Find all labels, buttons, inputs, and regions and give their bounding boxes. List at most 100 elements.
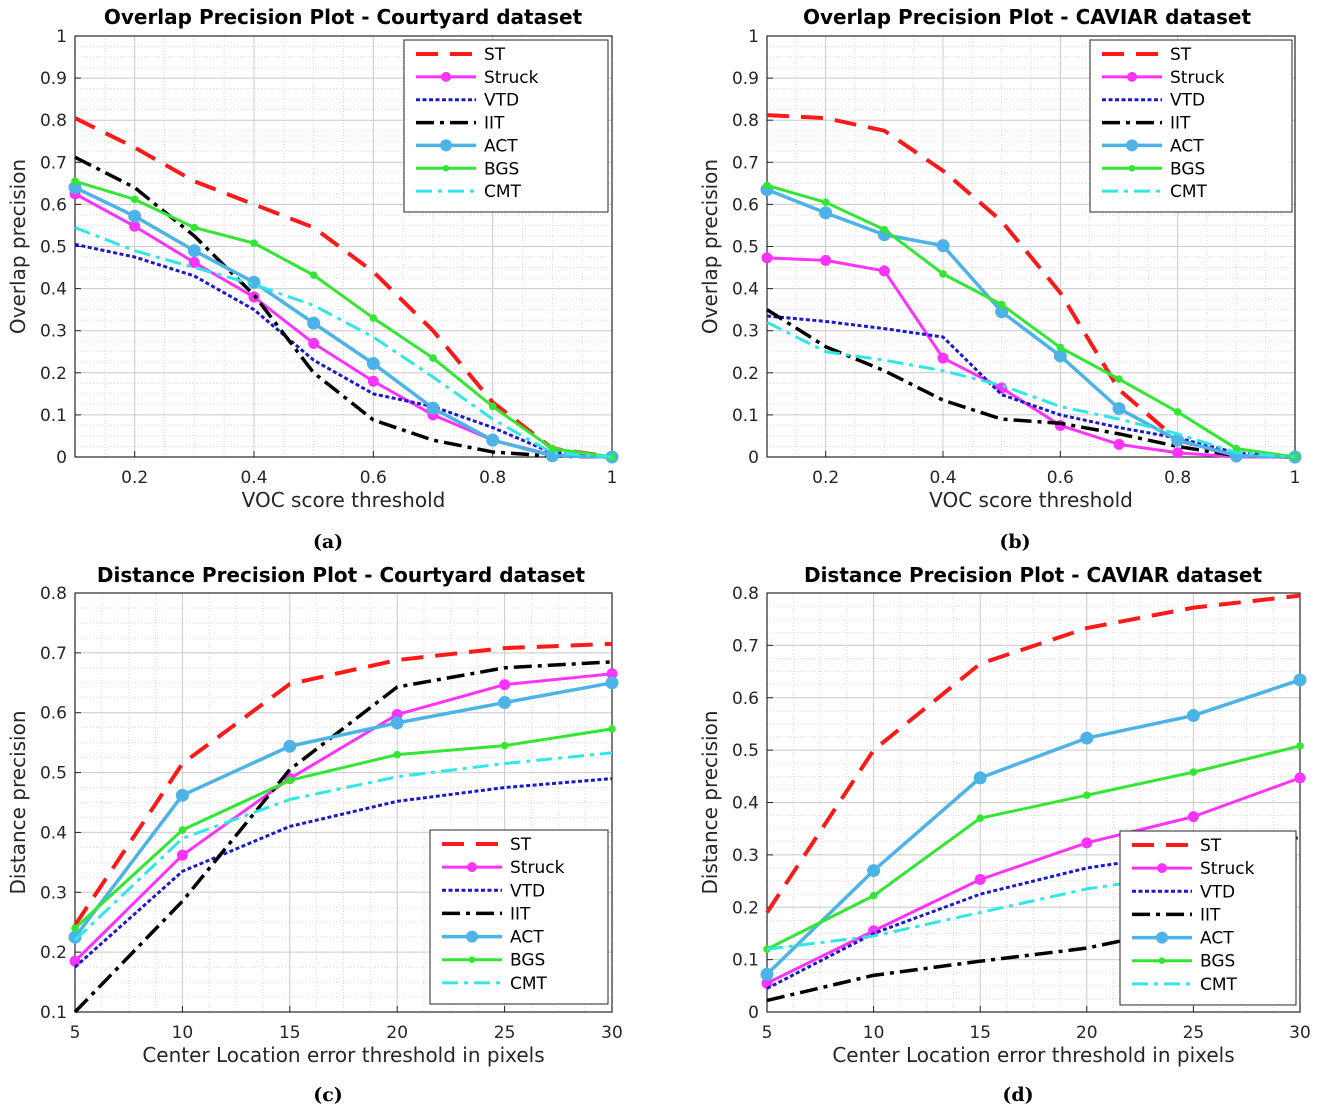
x-tick-label: 15	[279, 1023, 301, 1043]
data-point-struck	[308, 337, 320, 349]
y-tick-label: 0.7	[732, 153, 759, 173]
series-line-act	[765, 678, 1301, 976]
data-point-bgs	[369, 314, 378, 322]
data-point-bgs	[1056, 343, 1065, 352]
data-point-struck	[1294, 772, 1306, 784]
x-tick-label: 0.8	[1164, 468, 1191, 488]
data-point-bgs	[429, 354, 437, 362]
figure-caption: (b)	[999, 531, 1030, 553]
data-point-bgs	[286, 776, 294, 785]
legend-label: CMT	[484, 182, 522, 202]
y-tick-label: 0.9	[40, 69, 67, 89]
legend-label: BGS	[1170, 159, 1205, 179]
legend-label: Struck	[1170, 68, 1225, 88]
x-tick-label: 1	[607, 468, 618, 488]
data-point-act	[760, 967, 774, 981]
y-tick-label: 0.6	[40, 704, 67, 724]
x-tick-label: 20	[386, 1023, 408, 1043]
y-tick-label: 0.5	[40, 238, 67, 258]
data-point-bgs	[1115, 375, 1123, 383]
series-group	[68, 116, 619, 464]
x-tick-label: 0.6	[360, 468, 387, 488]
legend-marker	[468, 956, 476, 964]
chart-title: Distance Precision Plot - CAVIAR dataset	[804, 563, 1262, 587]
y-axis-label: Distance precision	[6, 710, 30, 894]
series-line-iit	[73, 660, 613, 1014]
series-line-bgs	[766, 744, 1301, 951]
x-axis-label: Center Location error threshold in pixel…	[832, 1043, 1234, 1067]
x-tick-label: 0.2	[121, 468, 148, 488]
y-tick-label: 0.6	[732, 689, 759, 709]
y-tick-label: 0.1	[40, 1003, 67, 1023]
series-line-act	[73, 681, 613, 939]
y-tick-label: 0.4	[732, 280, 759, 300]
series-line-vtd	[766, 314, 1296, 459]
data-point-act	[1293, 673, 1307, 687]
series-line-iit	[766, 308, 1296, 459]
legend-marker	[1127, 71, 1137, 82]
data-point-bgs	[71, 924, 79, 933]
series-group	[68, 641, 619, 1014]
data-point-act	[1112, 402, 1126, 416]
series-line-struck	[73, 672, 613, 963]
x-tick-label: 5	[70, 1023, 81, 1043]
data-point-act	[247, 275, 261, 289]
data-point-struck	[1113, 438, 1125, 450]
x-tick-label: 0.8	[479, 468, 506, 488]
y-tick-label: 0.5	[732, 741, 759, 761]
series-line-bgs	[766, 184, 1296, 459]
legend-label: CMT	[1170, 182, 1208, 202]
legend-label: ACT	[1200, 929, 1234, 949]
series-line-st	[73, 641, 613, 927]
legend-marker	[1126, 139, 1138, 152]
data-point-act	[936, 239, 950, 253]
legend-label: CMT	[510, 974, 548, 994]
y-tick-label: 0.6	[40, 195, 67, 215]
legend-marker	[442, 164, 450, 172]
data-point-act	[390, 716, 404, 730]
y-tick-label: 0	[748, 448, 759, 468]
legend-marker	[1158, 957, 1166, 965]
series-group	[760, 113, 1302, 464]
y-axis-label: Overlap precision	[698, 159, 722, 334]
chart-panel-1: 0.2 0.4 0.6 0.8 1 0 0.1 0.2 0.3 0.4 0.5 0.6 0.7 0.8 0.…	[6, 5, 619, 553]
x-tick-label: 0.4	[240, 468, 267, 488]
data-point-bgs	[763, 181, 771, 190]
chart-panel-4: 5 10 15 20 25 30 0 0.1 0.2 0.3 0.4 0.5 0.6 0.7 0.8 Dist…	[698, 563, 1311, 1106]
y-axis-label: Overlap precision	[6, 159, 30, 334]
data-point-act	[283, 739, 297, 753]
y-tick-label: 0.3	[40, 883, 67, 903]
chart-title: Overlap Precision Plot - Courtyard datas…	[104, 5, 583, 29]
data-point-act	[1080, 731, 1094, 745]
y-tick-label: 1	[56, 27, 67, 47]
data-point-struck	[1081, 837, 1093, 849]
data-point-bgs	[608, 725, 616, 733]
x-tick-label: 30	[601, 1023, 623, 1043]
y-tick-label: 0.2	[732, 898, 759, 918]
data-point-struck	[878, 265, 890, 277]
legend-label: ACT	[510, 928, 544, 948]
y-tick-label: 0.8	[732, 111, 759, 131]
y-axis-label: Distance precision	[698, 710, 722, 894]
data-point-act	[426, 401, 440, 415]
data-point-act	[1186, 709, 1200, 723]
legend-marker	[467, 862, 477, 873]
data-point-bgs	[1173, 408, 1182, 416]
y-tick-label: 0	[748, 1003, 759, 1023]
legend-box	[429, 829, 609, 1005]
y-tick-label: 0.1	[40, 406, 67, 426]
y-tick-label: 0.7	[40, 644, 67, 664]
legend-label: BGS	[484, 159, 519, 179]
y-tick-label: 0.2	[40, 943, 67, 963]
data-point-act	[1171, 433, 1185, 447]
legend-label: IIT	[1170, 114, 1191, 134]
data-point-bgs	[71, 177, 79, 186]
x-tick-label: 20	[1076, 1023, 1098, 1043]
series-line-st	[74, 116, 613, 459]
x-tick-label: 15	[969, 1023, 991, 1043]
chart-panel-2: 0.2 0.4 0.6 0.8 1 0 0.1 0.2 0.3 0.4 0.5 0.6 0.7 0.8 0.…	[698, 5, 1302, 553]
